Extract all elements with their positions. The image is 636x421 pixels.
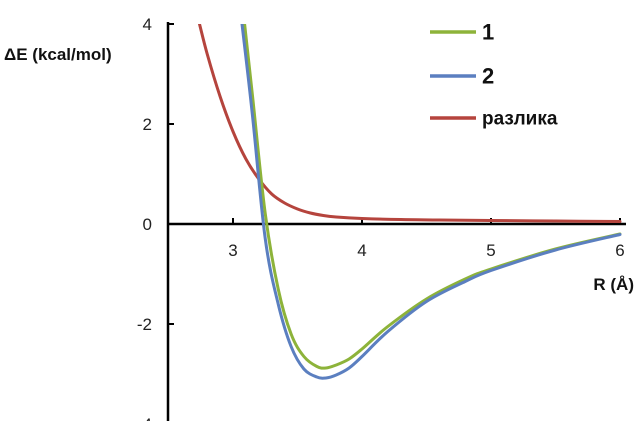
x-tick-label-3: 3	[228, 241, 237, 260]
series-lines	[198, 24, 622, 380]
legend-label-1: 1	[482, 20, 494, 45]
series-line-3	[198, 24, 622, 223]
x-tick-label-5: 5	[486, 241, 495, 260]
y-tick-label-0: 0	[143, 215, 152, 234]
legend-label-2: 2	[482, 64, 494, 89]
y-tick-label--2: -2	[137, 315, 152, 334]
axes	[166, 22, 626, 421]
tick-labels: 4 2 0 -2 -4 3 4 5 6 ΔE (kcal/mol) R (Å)	[4, 15, 634, 421]
y-tick-label-2: 2	[143, 115, 152, 134]
series-line-2	[240, 24, 622, 380]
y-tick-label-4: 4	[143, 15, 152, 34]
x-axis-label: R (Å)	[593, 275, 634, 294]
legend-label-3: разлика	[482, 109, 558, 130]
y-axis-label: ΔE (kcal/mol)	[4, 45, 112, 64]
series-line-1	[243, 24, 622, 370]
x-tick-label-4: 4	[357, 241, 366, 260]
legend: 1 2 разлика	[430, 20, 558, 130]
x-tick-label-6: 6	[615, 241, 624, 260]
y-tick-label--4: -4	[137, 415, 152, 421]
